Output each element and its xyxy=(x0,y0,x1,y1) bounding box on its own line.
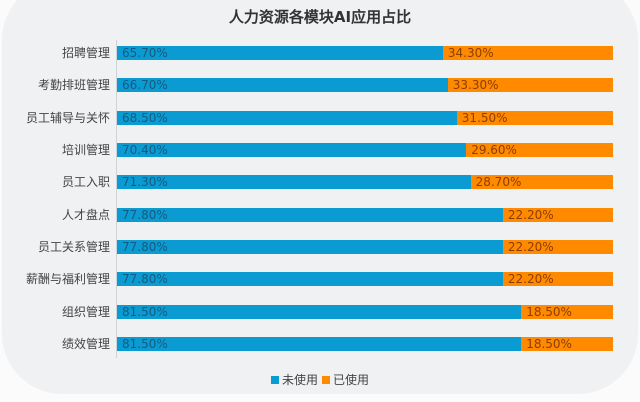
category-label: 绩效管理 xyxy=(61,337,110,351)
category-label: 员工入职 xyxy=(61,175,110,189)
data-label: 29.60% xyxy=(471,143,517,157)
bar-used: 29.60% xyxy=(466,143,613,157)
data-label: 65.70% xyxy=(122,46,168,60)
data-label: 22.20% xyxy=(507,240,554,254)
bar-unused: 77.80% xyxy=(117,272,503,286)
bar-used: 22.20% xyxy=(502,208,613,222)
bar-used: 22.20% xyxy=(502,240,613,254)
bar-used: 18.50% xyxy=(521,305,613,319)
category-label: 薪酬与福利管理 xyxy=(25,272,110,286)
data-label: 68.50% xyxy=(122,111,168,125)
data-label: 81.50% xyxy=(122,305,168,319)
bar-unused: 71.30% xyxy=(117,175,471,189)
legend-item-used: 已使用 xyxy=(322,373,369,387)
bar-unused: 77.80% xyxy=(117,240,503,254)
bar-used: 33.30% xyxy=(447,78,613,92)
chart-title: 人力资源各模块AI应用占比 xyxy=(228,8,412,26)
data-label: 71.30% xyxy=(122,175,168,189)
data-label: 31.50% xyxy=(461,111,508,125)
data-label: 22.20% xyxy=(507,272,554,286)
bar-used: 31.50% xyxy=(456,111,613,125)
data-label: 28.70% xyxy=(475,175,522,189)
data-label: 18.50% xyxy=(526,305,572,319)
data-label: 34.30% xyxy=(447,46,494,60)
bar-used: 22.20% xyxy=(502,272,613,286)
legend-item-unused: 未使用 xyxy=(270,373,318,387)
bar-unused: 81.50% xyxy=(117,305,522,319)
data-label: 81.50% xyxy=(122,337,168,351)
category-label: 考勤排班管理 xyxy=(37,78,110,92)
bar-unused: 68.50% xyxy=(117,111,457,125)
data-label: 77.80% xyxy=(122,272,168,286)
legend-swatch-used xyxy=(322,376,330,384)
bar-unused: 70.40% xyxy=(117,143,467,157)
category-label: 招聘管理 xyxy=(61,46,110,60)
category-label: 员工辅导与关怀 xyxy=(25,111,110,125)
bar-unused: 65.70% xyxy=(117,46,443,60)
category-label: 组织管理 xyxy=(61,305,110,319)
legend: 未使用 已使用 xyxy=(0,371,640,388)
bar-used: 28.70% xyxy=(470,175,613,189)
data-label: 70.40% xyxy=(122,143,168,157)
data-label: 22.20% xyxy=(507,208,554,222)
data-label: 33.30% xyxy=(452,78,499,92)
bar-used: 18.50% xyxy=(521,337,613,351)
legend-label-unused: 未使用 xyxy=(281,373,318,387)
data-label: 77.80% xyxy=(122,240,168,254)
legend-label-used: 已使用 xyxy=(333,373,370,387)
data-label: 77.80% xyxy=(122,208,168,222)
chart-card xyxy=(2,0,638,394)
category-label: 培训管理 xyxy=(61,143,110,157)
data-label: 18.50% xyxy=(526,337,572,351)
category-label: 人才盘点 xyxy=(61,208,110,222)
bar-unused: 81.50% xyxy=(117,337,522,351)
bar-unused: 66.70% xyxy=(117,78,448,92)
data-label: 66.70% xyxy=(122,78,168,92)
bar-unused: 77.80% xyxy=(117,208,503,222)
y-axis-line xyxy=(116,40,117,358)
category-label: 员工关系管理 xyxy=(37,240,110,254)
legend-swatch-unused xyxy=(270,376,279,384)
bar-used: 34.30% xyxy=(442,46,613,60)
